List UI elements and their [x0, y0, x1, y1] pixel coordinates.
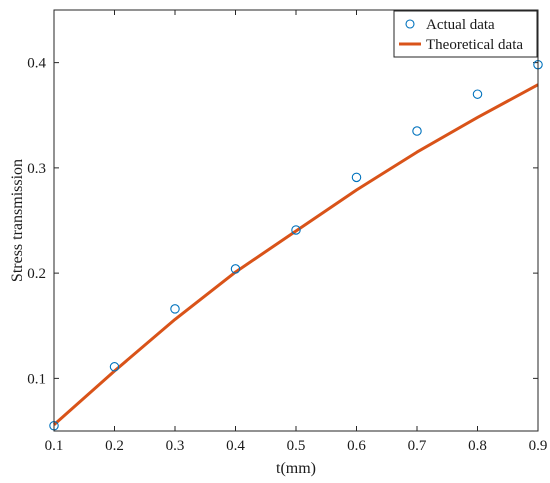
x-tick-label: 0.5: [287, 438, 306, 454]
x-tick-label: 0.3: [166, 438, 185, 454]
legend: Actual data Theoretical data: [393, 10, 538, 58]
plot-frame: [53, 9, 539, 432]
y-tick-label: 0.4: [27, 56, 46, 72]
actual-data-point: [472, 89, 483, 99]
y-tick-label: 0.1: [27, 371, 46, 387]
legend-label-actual-data: Actual data: [426, 17, 495, 33]
y-tick-label: 0.3: [27, 161, 46, 177]
y-tick-label: 0.2: [27, 266, 46, 282]
x-tick-label: 0.2: [105, 438, 124, 454]
axis-ticks: 0.1 0.2 0.3 0.4 0.5 0.6 0.7 0.8 0.9 0.1 0.2 0.3 0.4: [27, 10, 547, 454]
actual-data-point: [170, 304, 180, 314]
plot-series: [49, 59, 543, 431]
x-tick-label: 0.9: [529, 438, 548, 454]
legend-label-theoretical-data: Theoretical data: [426, 37, 523, 53]
x-tick-label: 0.7: [408, 438, 427, 454]
legend-marker-actual-data: [405, 19, 415, 29]
legend-box: [393, 10, 538, 58]
y-axis-label: Stress transmission: [9, 159, 26, 282]
actual-data-point: [230, 264, 241, 274]
x-tick-label: 0.6: [347, 438, 366, 454]
x-tick-label: 0.1: [45, 438, 64, 454]
actual-data-point: [351, 172, 362, 183]
x-tick-label: 0.8: [468, 438, 487, 454]
actual-data-point: [412, 126, 422, 136]
actual-data-point: [109, 362, 120, 372]
actual-data-point: [291, 225, 301, 235]
x-axis-label: t(mm): [276, 460, 316, 477]
theoretical-data-line: [53, 83, 539, 426]
x-tick-label: 0.4: [226, 438, 245, 454]
